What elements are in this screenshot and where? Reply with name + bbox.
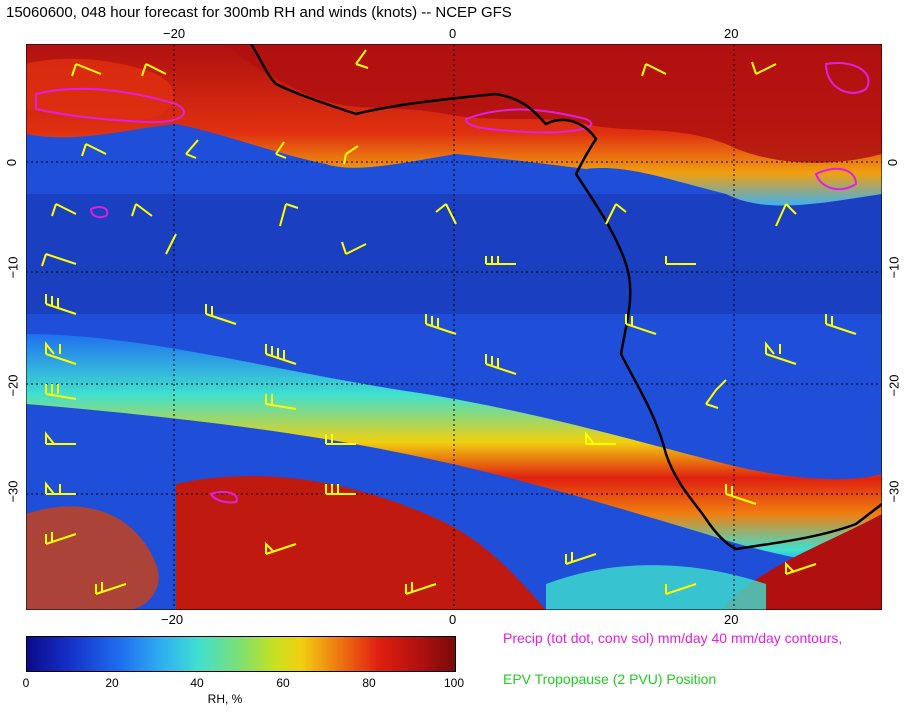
epv-legend: EPV Tropopause (2 PVU) Position [503,671,717,687]
wind-barb [45,341,77,365]
wind-barb [205,304,237,325]
left-lat-tick-4: −30 [5,480,21,503]
chart-title: 15060600, 048 hour forecast for 300mb RH… [6,4,512,21]
wind-barb [265,541,297,555]
wind-barb [41,253,77,267]
wind-barb [341,241,367,255]
wind-barb [625,314,657,335]
left-lat-tick-3: −20 [5,374,21,397]
wind-barb [765,341,797,365]
wind-barb [325,484,356,495]
rh-top-red-core [226,44,882,163]
top-lon-tick-1: −20 [163,26,186,41]
wind-barb [275,141,287,159]
wind-barb [45,294,77,315]
wind-barb [45,532,77,545]
colorbar-label: RH, % [207,692,243,706]
wind-barb [131,203,153,217]
wind-barb [751,61,777,75]
wind-barb [81,143,107,157]
right-lat-tick-4: −30 [886,480,902,503]
left-lat-tick-2: −10 [5,256,21,279]
wind-barb [325,434,356,445]
wind-barb [141,63,167,77]
wind-barb [45,431,76,445]
wind-barb [665,256,696,265]
wind-barb [95,582,127,595]
precip-contours [35,62,870,504]
wind-barb [705,379,727,409]
wind-barb [45,481,76,495]
precip-contour-east [814,167,858,191]
precip-contour-west [89,206,109,219]
precip-legend: Precip (tot dot, conv sol) mm/day 40 mm/… [503,630,843,646]
wind-barb [775,203,797,227]
wind-barb [355,49,369,69]
wind-barb [585,431,616,445]
wind-barb [405,582,437,595]
wind-barb [165,233,177,255]
africa-coastline [249,44,882,551]
wind-barb [785,561,817,575]
rh-map [26,44,882,610]
wind-barb [485,256,516,265]
rh-colorbar [26,636,456,672]
colorbar-tick-100: 100 [443,676,465,690]
top-lon-tick-3: 20 [724,26,739,41]
wind-barb [825,314,857,335]
bottom-lon-tick-2: 0 [449,612,457,627]
wind-barb [565,552,597,565]
bottom-lon-tick-3: 20 [724,612,739,627]
rh-south-bottom-band [546,565,766,610]
wind-barb [51,203,77,217]
colorbar-tick-40: 40 [190,676,204,690]
right-lat-tick-1: 0 [885,158,901,167]
precip-contour-ne [824,62,870,94]
wind-barb [605,203,627,225]
precip-contour-nw [35,87,185,124]
colorbar-tick-60: 60 [276,676,290,690]
wind-barb [641,63,667,77]
left-lat-tick-1: 0 [4,158,20,167]
wind-barb [71,63,102,77]
wind-barb [485,354,517,375]
wind-barb [45,384,77,400]
wind-barb [265,344,297,365]
wind-barb [435,203,457,225]
wind-barb [185,139,199,159]
right-lat-tick-2: −10 [886,256,902,279]
rh-south-moist-region [176,475,546,610]
wind-barb [279,203,299,227]
colorbar-tick-80: 80 [362,676,376,690]
right-lat-tick-3: −20 [886,374,902,397]
wind-barb [425,314,457,335]
precip-contour-sw [209,491,238,504]
colorbar-tick-20: 20 [105,676,119,690]
wind-barb [343,145,359,165]
top-lon-tick-2: 0 [449,26,457,41]
colorbar-tick-0: 0 [22,676,30,690]
wind-barb [665,583,697,595]
wind-barb [725,484,757,505]
bottom-lon-tick-1: −20 [161,612,184,627]
map-gridlines [26,44,882,610]
wind-barbs [41,49,857,595]
wind-barb [265,394,297,410]
